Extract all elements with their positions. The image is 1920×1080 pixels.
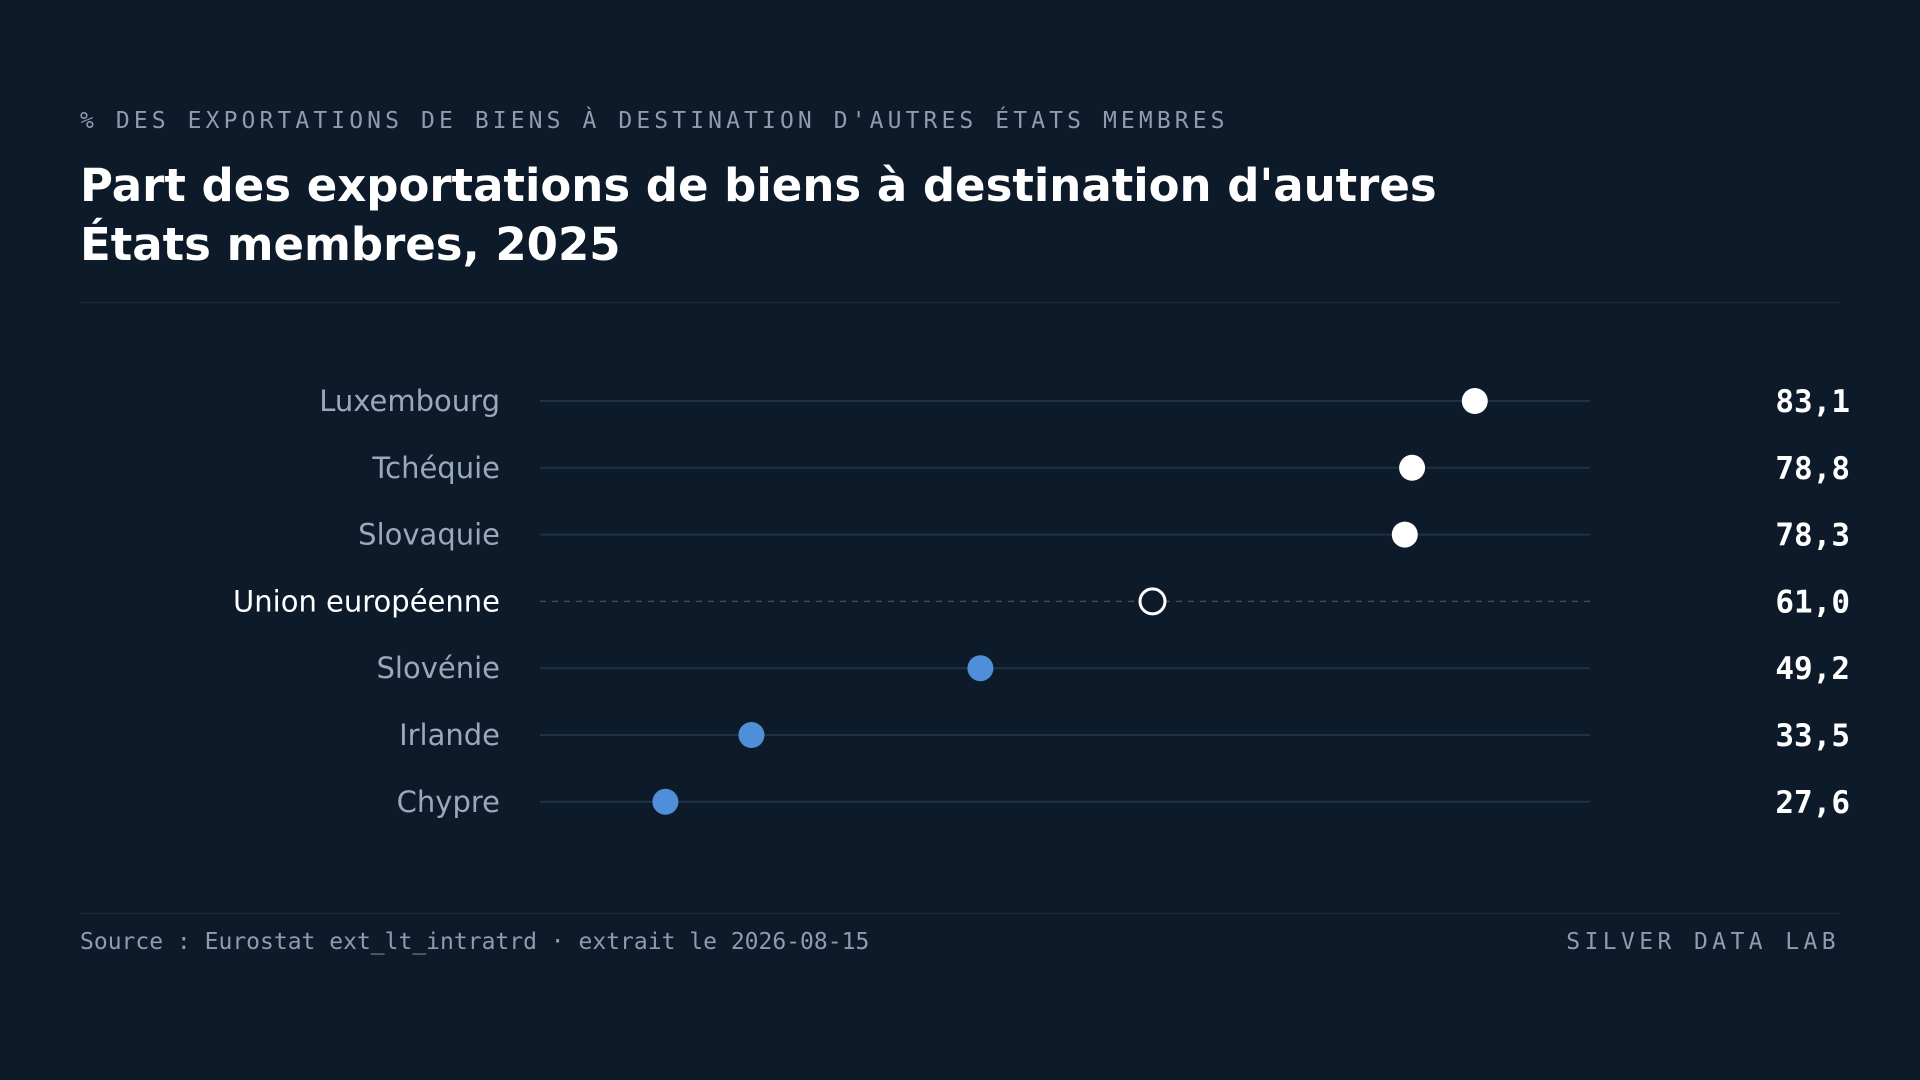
row-union-europeenne: Union européenne 61,0 <box>233 584 1850 620</box>
chart-kicker: % DES EXPORTATIONS DE BIENS À DESTINATIO… <box>80 108 1229 134</box>
row-label: Luxembourg <box>319 384 500 418</box>
source-note: Source : Eurostat ext_lt_intratrd · extr… <box>80 929 870 955</box>
value-label: 78,3 <box>1775 518 1850 554</box>
chart-title: Part des exportations de biens à destina… <box>80 159 1437 271</box>
data-point <box>652 788 679 815</box>
row-label: Slovénie <box>377 651 501 685</box>
value-label: 33,5 <box>1775 718 1850 754</box>
data-point <box>967 655 994 682</box>
value-label: 78,8 <box>1775 451 1850 487</box>
row-label: Tchéquie <box>371 451 500 485</box>
top-divider <box>80 302 1840 303</box>
row-luxembourg: Luxembourg 83,1 <box>319 384 1850 420</box>
row-label: Irlande <box>399 718 500 752</box>
value-label: 49,2 <box>1775 651 1850 687</box>
data-point <box>1391 521 1418 548</box>
data-point <box>1461 388 1488 414</box>
value-label: 83,1 <box>1775 384 1850 420</box>
row-label: Slovaquie <box>358 518 500 552</box>
row-slovaquie: Slovaquie 78,3 <box>358 518 1850 554</box>
value-label: 61,0 <box>1775 584 1850 620</box>
brand-label: SILVER DATA LAB <box>1566 929 1840 955</box>
row-tchequie: Tchéquie 78,8 <box>371 451 1850 487</box>
row-label: Union européenne <box>233 584 500 618</box>
bottom-divider <box>80 913 1840 914</box>
row-chypre: Chypre 27,6 <box>397 785 1850 821</box>
row-slovenie: Slovénie 49,2 <box>377 651 1851 687</box>
row-label: Chypre <box>397 785 500 819</box>
row-irlande: Irlande 33,5 <box>399 718 1850 754</box>
data-point <box>738 722 765 748</box>
value-label: 27,6 <box>1775 785 1850 821</box>
data-point <box>1399 454 1426 481</box>
average-marker <box>1138 587 1167 616</box>
